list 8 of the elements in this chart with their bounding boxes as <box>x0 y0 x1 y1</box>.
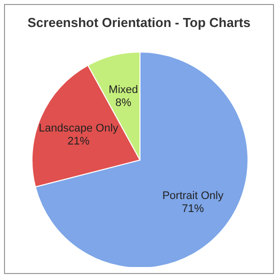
data-label: 21% <box>68 135 90 148</box>
data-label: 8% <box>115 97 132 110</box>
chart-title: Screenshot Orientation - Top Charts <box>26 15 252 32</box>
slice-label: Landscape Only <box>38 122 119 134</box>
pie-slice <box>34 52 248 267</box>
data-label: 71% <box>182 203 204 216</box>
slice-label: Mixed <box>108 84 138 96</box>
slice-label: Portrait Only <box>162 190 224 202</box>
